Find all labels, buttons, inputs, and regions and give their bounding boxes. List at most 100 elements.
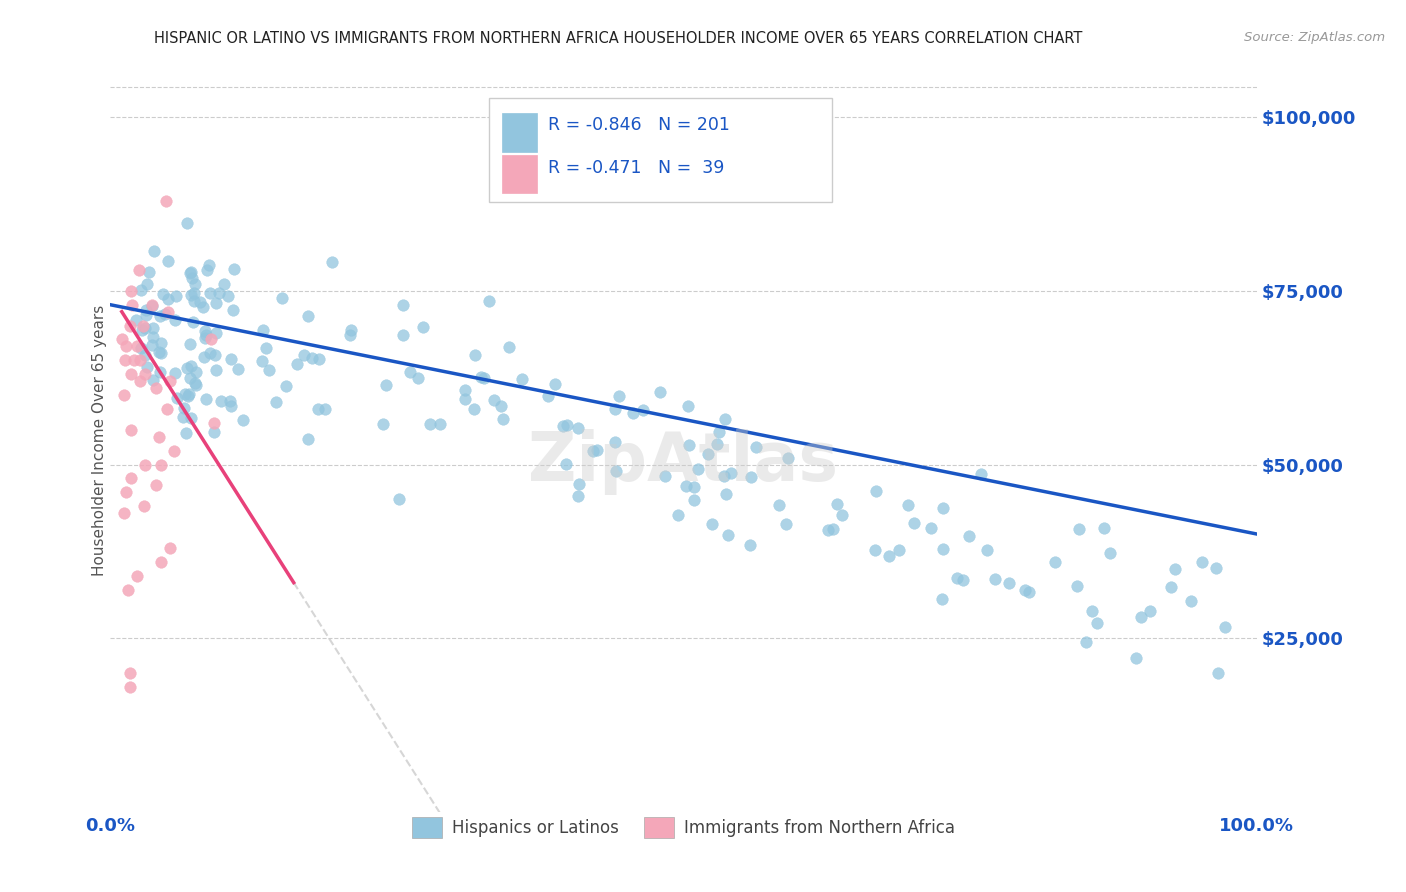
Point bbox=[688, 462, 710, 476]
Point bbox=[682, 480, 704, 494]
Point bbox=[675, 479, 697, 493]
Point bbox=[180, 411, 202, 425]
Point bbox=[200, 346, 222, 360]
Point bbox=[654, 468, 676, 483]
Point bbox=[551, 419, 574, 434]
Point bbox=[392, 327, 415, 342]
Point bbox=[464, 348, 486, 362]
Point bbox=[717, 528, 740, 542]
Point bbox=[135, 309, 157, 323]
Point bbox=[132, 318, 155, 333]
Point bbox=[1205, 560, 1227, 574]
Point bbox=[581, 444, 603, 458]
Point bbox=[603, 435, 626, 450]
Point bbox=[132, 499, 155, 513]
Point bbox=[254, 341, 277, 355]
Point bbox=[194, 330, 217, 344]
Point bbox=[148, 345, 170, 359]
Point bbox=[173, 401, 195, 416]
Point bbox=[142, 321, 165, 335]
Point bbox=[897, 498, 920, 512]
Point bbox=[156, 253, 179, 268]
Point bbox=[131, 323, 153, 337]
Point bbox=[1139, 604, 1161, 618]
Point bbox=[976, 543, 998, 558]
Point bbox=[621, 405, 644, 419]
Point bbox=[209, 393, 232, 408]
Point bbox=[142, 330, 165, 344]
Point bbox=[1213, 620, 1236, 634]
Point bbox=[165, 312, 187, 326]
Point bbox=[128, 374, 150, 388]
Point bbox=[682, 492, 704, 507]
Point bbox=[180, 265, 202, 279]
Point bbox=[172, 409, 194, 424]
Point bbox=[676, 399, 699, 413]
Point bbox=[314, 401, 336, 416]
Point bbox=[152, 286, 174, 301]
Point bbox=[666, 508, 689, 523]
Point bbox=[1092, 521, 1115, 535]
Point bbox=[1160, 580, 1182, 594]
Point bbox=[155, 194, 177, 208]
Point bbox=[301, 351, 323, 366]
Point bbox=[412, 320, 434, 334]
Text: HISPANIC OR LATINO VS IMMIGRANTS FROM NORTHERN AFRICA HOUSEHOLDER INCOME OVER 65: HISPANIC OR LATINO VS IMMIGRANTS FROM NO… bbox=[155, 31, 1083, 46]
Point bbox=[145, 381, 167, 395]
Point bbox=[136, 360, 159, 375]
Point bbox=[463, 402, 485, 417]
Point bbox=[512, 372, 534, 386]
Point bbox=[115, 485, 138, 500]
Point bbox=[605, 464, 627, 478]
Text: Source: ZipAtlas.com: Source: ZipAtlas.com bbox=[1244, 31, 1385, 45]
Point bbox=[194, 392, 217, 406]
Point bbox=[607, 389, 630, 403]
Point bbox=[117, 582, 139, 597]
Point bbox=[134, 368, 156, 382]
Point bbox=[482, 392, 505, 407]
Point bbox=[706, 437, 728, 451]
Point bbox=[339, 327, 361, 342]
Point bbox=[179, 266, 201, 280]
Point bbox=[568, 476, 591, 491]
Point bbox=[776, 450, 799, 465]
Point bbox=[491, 400, 513, 414]
Point bbox=[222, 302, 245, 317]
Point bbox=[136, 277, 159, 291]
Point bbox=[165, 289, 187, 303]
FancyBboxPatch shape bbox=[488, 98, 832, 202]
Point bbox=[738, 538, 761, 552]
FancyBboxPatch shape bbox=[502, 154, 537, 194]
Point bbox=[252, 322, 274, 336]
Point bbox=[138, 265, 160, 279]
Point bbox=[650, 385, 672, 400]
Point bbox=[825, 497, 848, 511]
Point bbox=[115, 339, 138, 353]
Point bbox=[297, 309, 319, 323]
Point bbox=[125, 568, 148, 582]
Point bbox=[205, 295, 228, 310]
Point bbox=[183, 315, 205, 329]
Point bbox=[1130, 609, 1153, 624]
Point bbox=[134, 321, 156, 335]
Point bbox=[219, 399, 242, 413]
Point bbox=[159, 374, 181, 388]
Point bbox=[821, 522, 844, 536]
Point bbox=[537, 389, 560, 403]
Point bbox=[429, 417, 451, 431]
Point bbox=[177, 388, 200, 402]
Point bbox=[120, 680, 142, 694]
Point bbox=[292, 348, 315, 362]
Point bbox=[194, 324, 217, 338]
Point bbox=[176, 361, 198, 376]
Text: R = -0.471   N =  39: R = -0.471 N = 39 bbox=[548, 159, 724, 178]
Point bbox=[112, 388, 135, 402]
Point bbox=[388, 492, 411, 507]
Point bbox=[740, 469, 762, 483]
Point bbox=[889, 543, 911, 558]
Point bbox=[957, 529, 980, 543]
Point bbox=[200, 333, 222, 347]
Point bbox=[453, 383, 475, 397]
Point bbox=[1085, 616, 1108, 631]
Point bbox=[141, 299, 163, 313]
